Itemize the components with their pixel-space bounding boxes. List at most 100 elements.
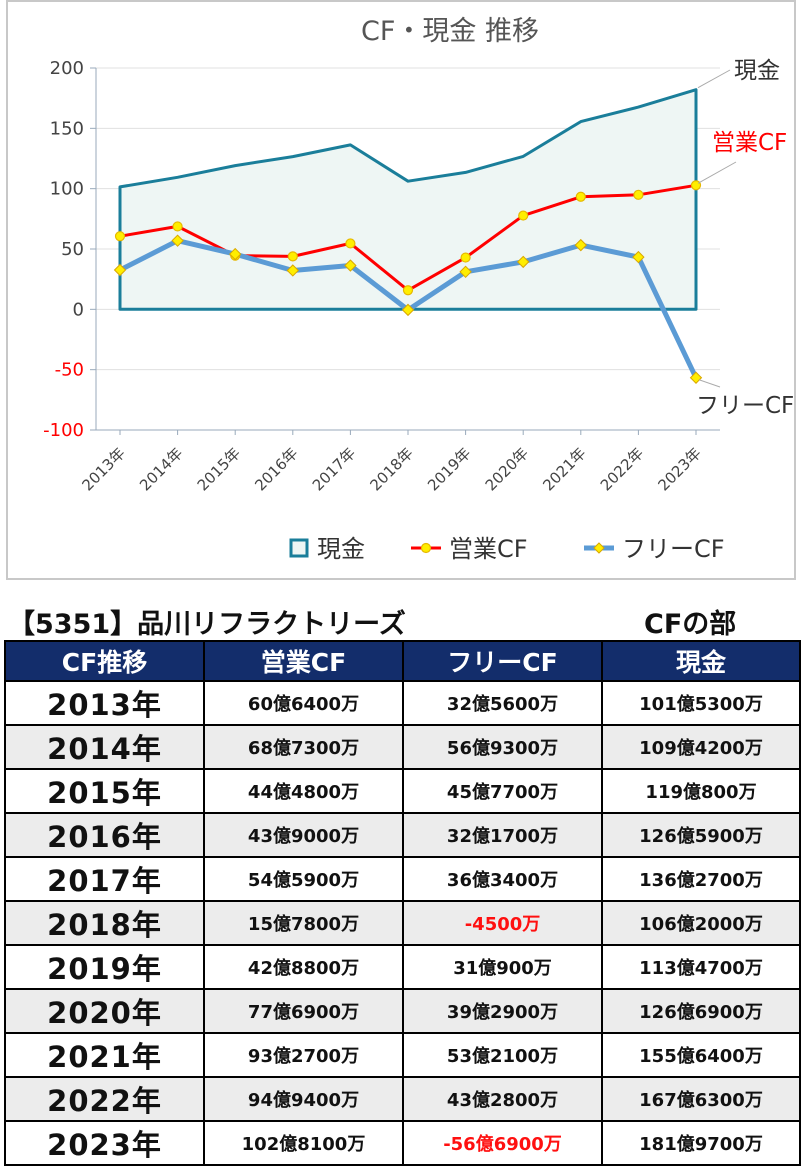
y-tick-label: 50: [61, 239, 84, 260]
x-tick-label: 2013年: [78, 444, 128, 494]
header-operating-cf: 営業CF: [203, 640, 404, 682]
y-tick-label: -50: [55, 360, 84, 381]
header-cf-trend: CF推移: [4, 640, 205, 682]
year-cell: 2018年: [4, 900, 205, 946]
year-cell: 2023年: [4, 1120, 205, 1166]
header-cash: 現金: [601, 640, 801, 682]
point-free-cf: [344, 259, 357, 272]
x-tick-label: 2016年: [251, 444, 301, 494]
operating-cf-cell: 15億7800万: [203, 900, 404, 946]
y-tick-label: 150: [50, 118, 84, 139]
operating-cf-cell: 60億6400万: [203, 680, 404, 726]
year-cell: 2017年: [4, 856, 205, 902]
x-tick-label: 2018年: [366, 444, 416, 494]
table-row: 2020年 77億6900万 39億2900万 126億6900万: [4, 988, 801, 1034]
legend-label: フリーCF: [622, 535, 725, 563]
x-tick-label: 2019年: [424, 444, 474, 494]
year-cell: 2013年: [4, 680, 205, 726]
free-cf-cell: 32億5600万: [402, 680, 603, 726]
point-free-cf: [401, 303, 415, 317]
legend-label: 営業CF: [449, 535, 528, 563]
table-row: 2019年 42億8800万 31億900万 113億4700万: [4, 944, 801, 990]
y-tick-label: -100: [43, 420, 84, 441]
table-row: 2015年 44億4800万 45億7700万 119億800万: [4, 768, 801, 814]
point-free-cf: [459, 265, 472, 279]
legend-marker-operating-cf: [420, 542, 432, 554]
x-tick-label: 2014年: [136, 444, 186, 494]
y-tick-label: 200: [50, 58, 84, 79]
year-cell: 2020年: [4, 988, 205, 1034]
year-cell: 2022年: [4, 1076, 205, 1122]
point-free-cf: [632, 250, 645, 264]
cash-cell: 136億2700万: [601, 856, 801, 902]
table-row: 2013年 60億6400万 32億5600万 101億5300万: [4, 680, 801, 726]
free-cf-cell: 45億7700万: [402, 768, 603, 814]
point-operating-cf: [460, 252, 471, 263]
point-operating-cf: [114, 231, 126, 242]
table-row: 2016年 43億9000万 32億1700万 126億5900万: [4, 812, 801, 858]
point-operating-cf: [345, 238, 356, 249]
end-label: フリーCF: [696, 393, 794, 419]
cash-cell: 181億9700万: [601, 1120, 801, 1166]
x-tick-label: 2023年: [654, 444, 704, 494]
x-tick-label: 2017年: [309, 444, 359, 494]
x-tick-label: 2015年: [194, 444, 244, 494]
free-cf-cell: 36億3400万: [402, 856, 603, 902]
point-free-cf: [171, 234, 184, 247]
year-cell: 2015年: [4, 768, 205, 814]
end-label-leader: [697, 69, 731, 89]
point-free-cf: [286, 264, 300, 277]
table-row: 2021年 93億2700万 53億2100万 155億6400万: [4, 1032, 801, 1078]
point-free-cf: [689, 371, 703, 384]
operating-cf-cell: 44億4800万: [203, 768, 404, 814]
x-tick-label: 2020年: [482, 444, 532, 494]
point-operating-cf: [575, 191, 586, 202]
point-free-cf: [113, 263, 127, 277]
chart-panel: CF・現金 推移 200 150 100 50 0 -50 -100 2013年 2014年 20…: [6, 0, 796, 580]
operating-cf-cell: 94億9400万: [203, 1076, 404, 1122]
operating-cf-cell: 68億7300万: [203, 724, 404, 770]
year-cell: 2014年: [4, 724, 205, 770]
point-free-cf: [516, 255, 530, 269]
year-cell: 2021年: [4, 1032, 205, 1078]
section-title: CFの部: [644, 609, 737, 640]
y-tick-label: 0: [73, 299, 84, 320]
x-tick-label: 2021年: [539, 444, 589, 494]
chart-title: CF・現金 推移: [361, 16, 539, 47]
free-cf-cell: -4500万: [402, 900, 603, 946]
table-row: 2022年 94億9400万 43億2800万 167億6300万: [4, 1076, 801, 1122]
free-cf-cell: 53億2100万: [402, 1032, 603, 1078]
cash-cell: 167億6300万: [601, 1076, 801, 1122]
legend-marker-free-cf: [593, 542, 605, 554]
series-area-cash: [118, 88, 698, 311]
cash-cell: 126億6900万: [601, 988, 801, 1034]
point-operating-cf: [172, 221, 183, 232]
table-row: 2017年 54億5900万 36億3400万 136億2700万: [4, 856, 801, 902]
free-cf-cell: 31億900万: [402, 944, 603, 990]
free-cf-cell: 56億9300万: [402, 724, 603, 770]
table-row: 2014年 68億7300万 56億9300万 109億4200万: [4, 724, 801, 770]
cf-table: CF推移 営業CF フリーCF 現金 2013年 60億6400万 32億5600万…: [4, 640, 801, 1166]
point-operating-cf: [518, 210, 529, 221]
point-operating-cf: [402, 285, 414, 296]
table-row: 2023年 102億8100万 -56億6900万 181億9700万: [4, 1120, 801, 1166]
point-free-cf: [228, 247, 242, 261]
free-cf-cell: 39億2900万: [402, 988, 603, 1034]
cash-cell: 113億4700万: [601, 944, 801, 990]
y-tick-label: 100: [50, 179, 84, 200]
year-cell: 2019年: [4, 944, 205, 990]
operating-cf-cell: 93億2700万: [203, 1032, 404, 1078]
point-operating-cf: [287, 251, 298, 262]
end-label-leader: [697, 161, 737, 184]
operating-cf-cell: 42億8800万: [203, 944, 404, 990]
free-cf-cell: 32億1700万: [402, 812, 603, 858]
point-free-cf: [574, 238, 588, 252]
operating-cf-cell: 102億8100万: [203, 1120, 404, 1166]
cash-cell: 109億4200万: [601, 724, 801, 770]
operating-cf-cell: 43億9000万: [203, 812, 404, 858]
operating-cf-cell: 54億5900万: [203, 856, 404, 902]
header-free-cf: フリーCF: [402, 640, 603, 682]
end-label: 現金: [734, 58, 780, 84]
year-cell: 2016年: [4, 812, 205, 858]
